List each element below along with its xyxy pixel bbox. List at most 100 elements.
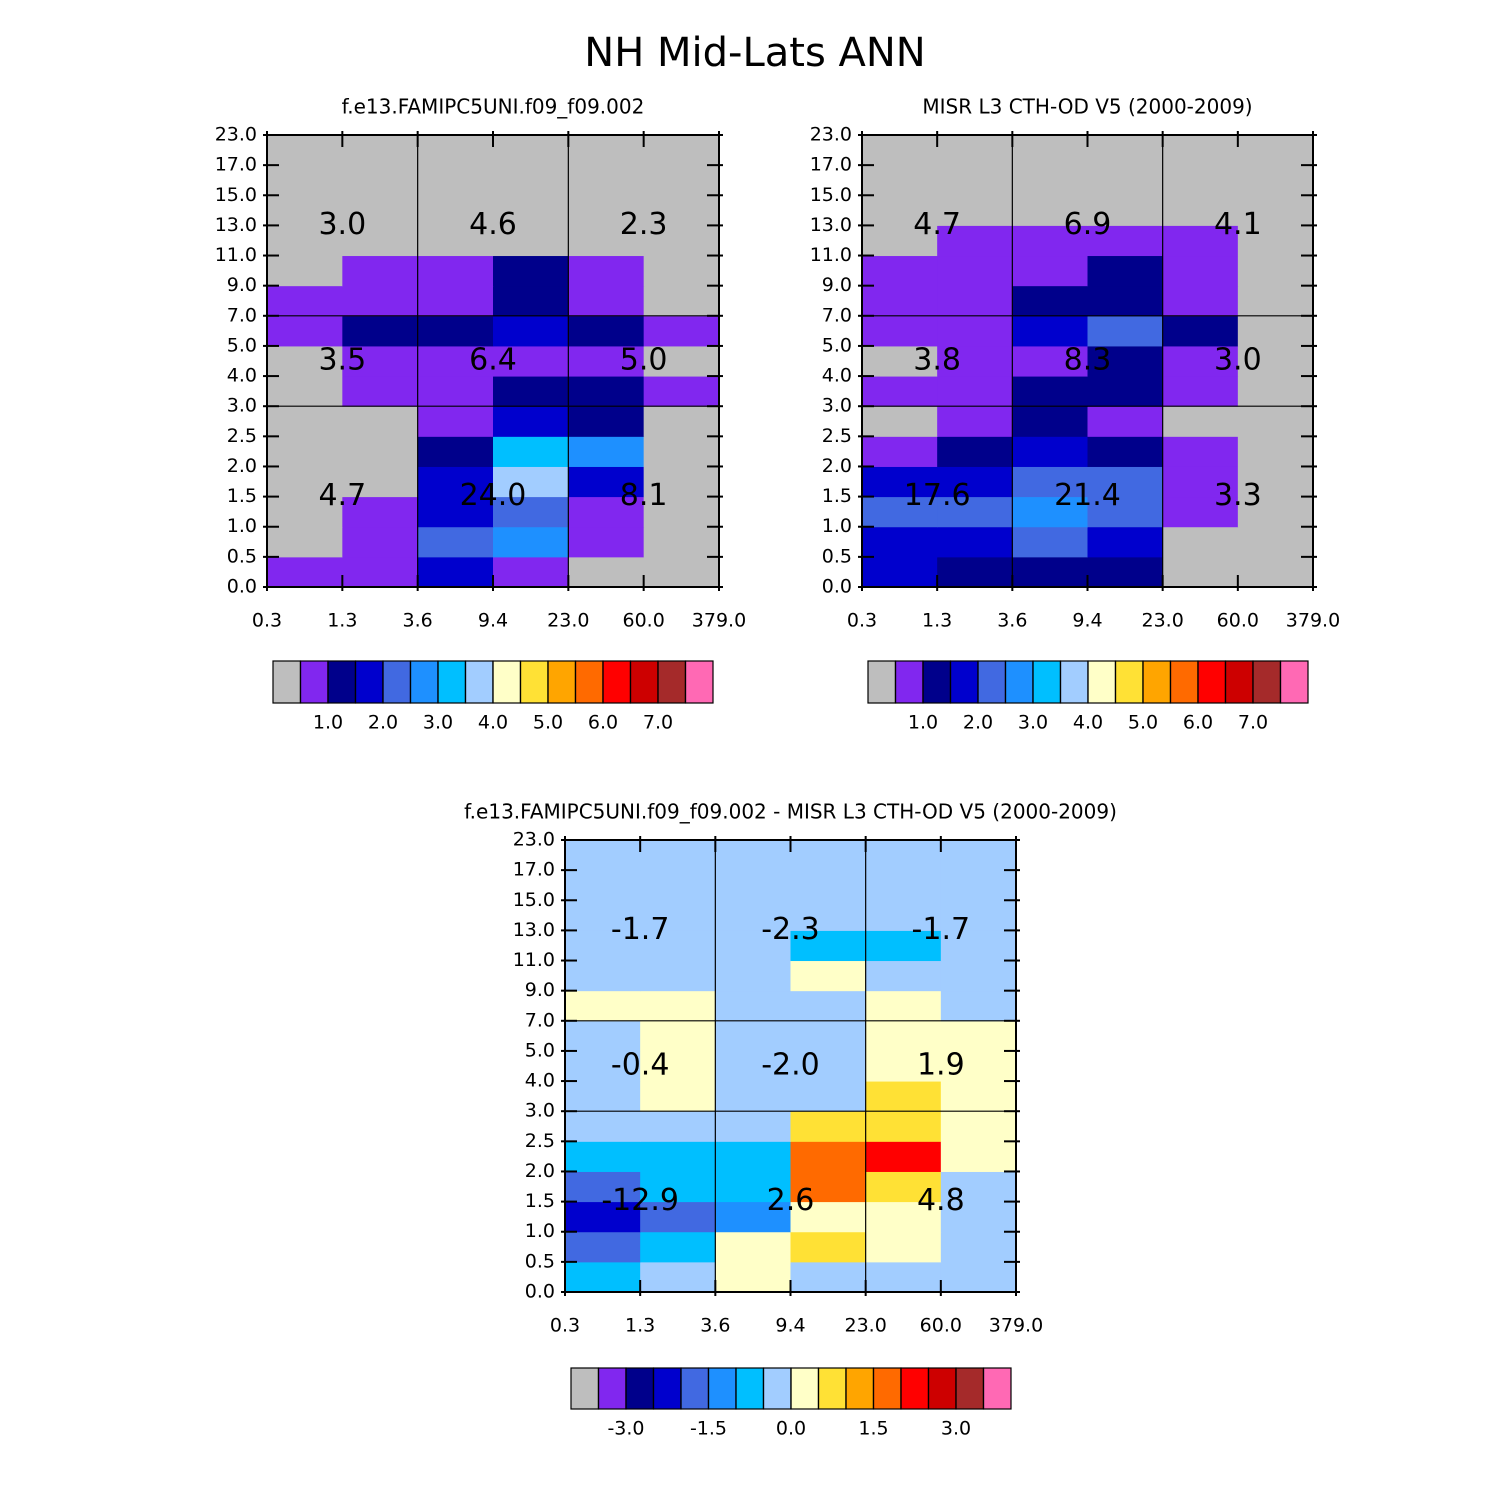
cell (937, 135, 1013, 166)
cell (643, 496, 720, 528)
cell (493, 195, 569, 226)
cell (342, 496, 419, 528)
cell (565, 1111, 641, 1142)
cell (493, 436, 569, 467)
y-tick-label: 1.0 (525, 1220, 555, 1242)
cell (1162, 285, 1239, 317)
cell (342, 436, 419, 467)
cell (937, 315, 1013, 347)
y-tick-label: 11.0 (513, 949, 555, 971)
colorbar-swatch (1224, 660, 1254, 704)
colorbar-swatch (657, 660, 687, 704)
x-tick-label: 23.0 (547, 610, 589, 632)
block-label: 3.8 (913, 343, 961, 378)
cell (1012, 165, 1088, 196)
colorbar-swatch (519, 660, 549, 704)
cell (865, 1020, 942, 1052)
x-tick-label: 1.3 (327, 610, 357, 632)
colorbar-swatch (464, 660, 494, 704)
colorbar-swatch (790, 1367, 820, 1410)
cell (643, 436, 720, 467)
block-label: 4.7 (913, 207, 961, 242)
y-tick-label: 11.0 (810, 244, 852, 266)
colorbar-label: 2.0 (963, 712, 993, 734)
cell (1087, 345, 1164, 377)
cell (643, 135, 720, 166)
cell (790, 1111, 867, 1142)
cell (1162, 345, 1239, 377)
cell (715, 840, 791, 871)
block-label: 8.3 (1064, 343, 1112, 378)
cell (568, 376, 645, 407)
block-label: 24.0 (460, 478, 527, 513)
cell (865, 1261, 942, 1293)
cell (493, 376, 569, 407)
cell (493, 285, 569, 317)
y-tick-label: 23.0 (810, 124, 852, 146)
colorbar-swatch (354, 660, 384, 704)
cell (940, 990, 1017, 1022)
cell (865, 1171, 942, 1203)
cell (342, 556, 419, 588)
cell (1087, 165, 1164, 196)
cell (937, 165, 1013, 196)
cell (417, 225, 494, 257)
colorbar-swatch (955, 1367, 985, 1410)
colorbar-swatch (1197, 660, 1227, 704)
cell (937, 496, 1013, 528)
y-tick-label: 0.0 (822, 576, 852, 598)
cell (342, 466, 419, 498)
cell (342, 406, 419, 437)
cell (862, 556, 938, 588)
cell (267, 255, 343, 287)
cell (790, 870, 867, 901)
y-tick-label: 1.5 (525, 1190, 555, 1212)
cell (1087, 556, 1164, 588)
cell (342, 526, 419, 558)
cell (1087, 406, 1164, 437)
cell (940, 1141, 1017, 1172)
cell (715, 1081, 791, 1112)
cell (715, 1050, 791, 1082)
cell (937, 556, 1013, 588)
y-tick-label: 0.5 (822, 545, 852, 567)
panel-title: f.e13.FAMIPC5UNI.f09_f09.002 (342, 95, 645, 119)
cell (1012, 195, 1088, 226)
cell (640, 990, 716, 1022)
block-label: 21.4 (1054, 478, 1121, 513)
cell (342, 225, 419, 257)
cell (1237, 556, 1314, 588)
x-tick-label: 379.0 (989, 1315, 1043, 1337)
colorbar-swatch (1169, 660, 1199, 704)
colorbar-swatch (867, 660, 897, 704)
y-tick-label: 4.0 (822, 365, 852, 387)
y-tick-label: 7.0 (227, 304, 257, 326)
cell (1162, 436, 1239, 467)
y-tick-label: 2.0 (227, 455, 257, 477)
cell (565, 1261, 641, 1293)
cell (267, 526, 343, 558)
cell (568, 135, 645, 166)
cell (1237, 376, 1314, 407)
cell (1012, 436, 1088, 467)
cell (940, 870, 1017, 901)
cell (493, 135, 569, 166)
block-label: 3.0 (1214, 343, 1262, 378)
cell (862, 285, 938, 317)
cell (790, 840, 867, 871)
y-tick-label: 5.0 (822, 334, 852, 356)
cell (342, 376, 419, 407)
cell (267, 556, 343, 588)
y-tick-label: 5.0 (227, 334, 257, 356)
cell (865, 840, 942, 871)
cell (940, 1261, 1017, 1293)
block-label: 6.4 (469, 343, 517, 378)
colorbar-label: -3.0 (607, 1418, 644, 1440)
cell (565, 990, 641, 1022)
cell (1087, 376, 1164, 407)
cell (417, 315, 494, 347)
colorbar-swatch (762, 1367, 792, 1410)
cell (568, 526, 645, 558)
cell (1237, 195, 1314, 226)
x-tick-label: 0.3 (847, 610, 877, 632)
